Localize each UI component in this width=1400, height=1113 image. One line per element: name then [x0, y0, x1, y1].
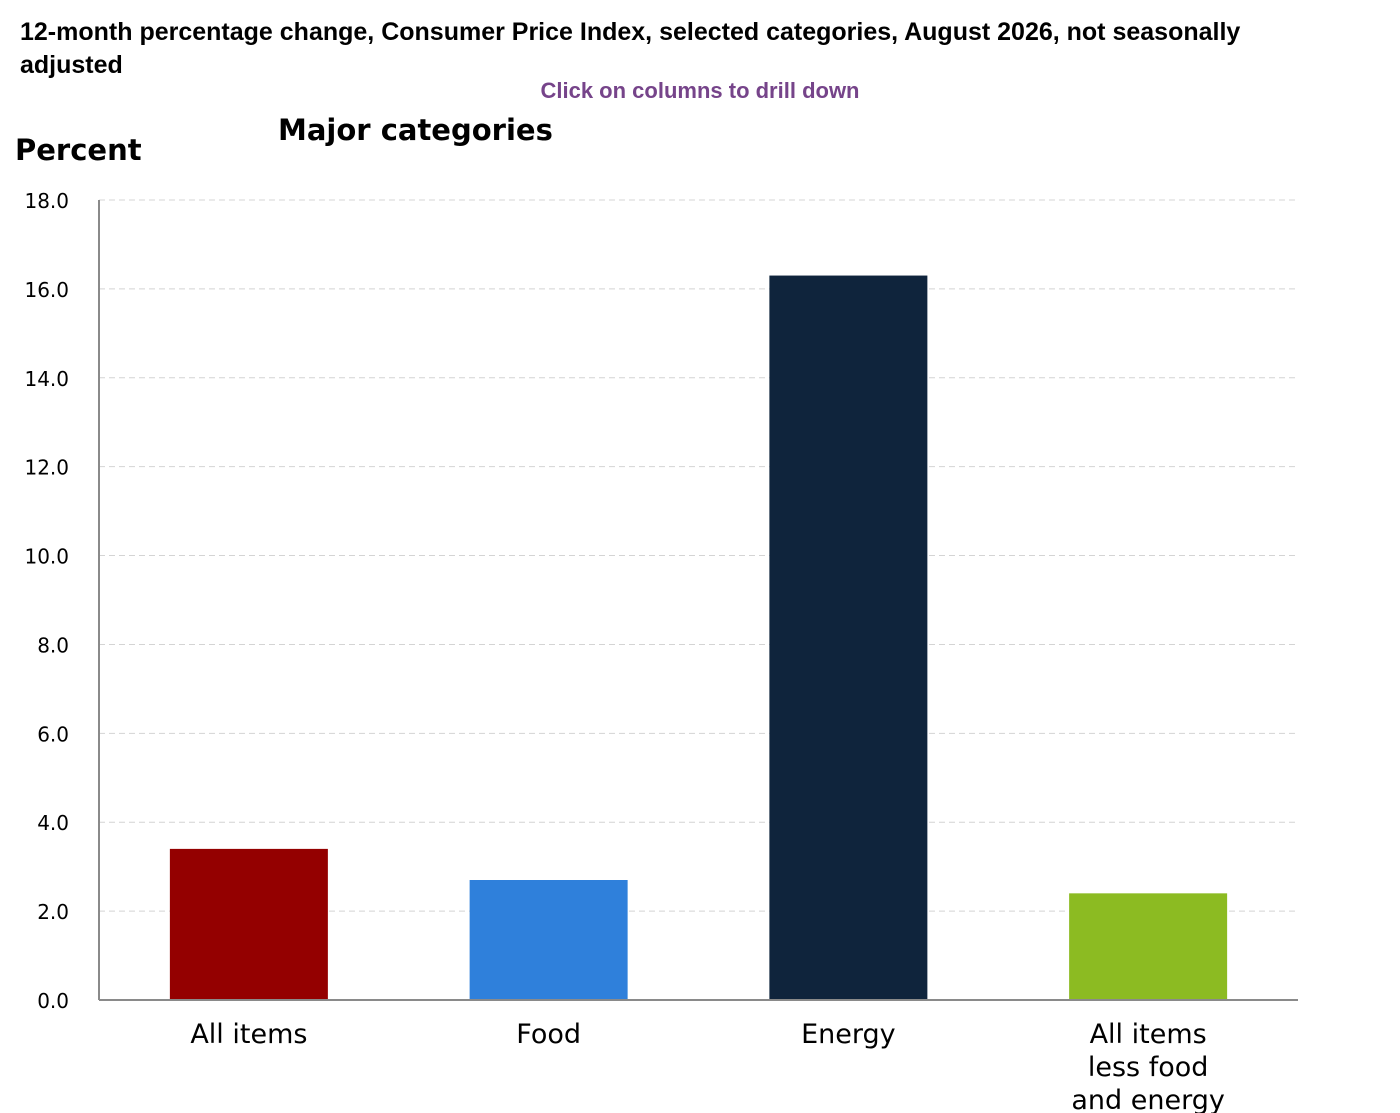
x-tick-label: All items: [190, 1019, 307, 1050]
axes: [98, 200, 1298, 1001]
y-tick-label: 8.0: [37, 633, 69, 657]
x-tick-label: All items less food and energy: [1071, 1019, 1224, 1113]
y-tick-label: 2.0: [37, 900, 69, 924]
y-tick-labels: 0.0 2.0 4.0 6.0 8.0 10.0 12.0 14.0 16.0 18.0: [24, 189, 69, 1013]
x-tick-label-line: Food: [516, 1019, 581, 1050]
bars: [169, 275, 1228, 1000]
page-title: 12-month percentage change, Consumer Pri…: [20, 18, 1241, 79]
bar[interactable]: [1069, 893, 1228, 1000]
x-tick-labels: All items Food Energy All items less food and…: [190, 1019, 1225, 1113]
y-tick-label: 18.0: [24, 189, 69, 213]
drill-down-hint: Click on columns to drill down: [540, 78, 860, 103]
gridlines: [99, 199, 1298, 912]
x-tick-label-line: and energy: [1071, 1085, 1224, 1113]
y-axis-label: Percent: [15, 133, 142, 167]
y-tick-label: 6.0: [37, 722, 69, 746]
x-tick-label: Energy: [801, 1019, 896, 1050]
y-tick-label: 4.0: [37, 811, 69, 835]
x-tick-label-line: All items: [190, 1019, 307, 1050]
y-tick-label: 12.0: [24, 456, 69, 480]
bar[interactable]: [169, 848, 328, 1000]
y-tick-label: 0.0: [37, 989, 69, 1013]
x-tick-label-line: All items: [1090, 1019, 1207, 1050]
y-tick-label: 14.0: [24, 367, 69, 391]
chart-subtitle: Major categories: [278, 113, 553, 147]
x-tick-label-line: Energy: [801, 1019, 896, 1050]
bar[interactable]: [469, 880, 628, 1000]
y-tick-label: 16.0: [24, 278, 69, 302]
x-tick-label: Food: [516, 1019, 581, 1050]
y-tick-label: 10.0: [24, 545, 69, 569]
x-tick-label-line: less food: [1088, 1052, 1209, 1083]
bar[interactable]: [769, 275, 928, 1000]
